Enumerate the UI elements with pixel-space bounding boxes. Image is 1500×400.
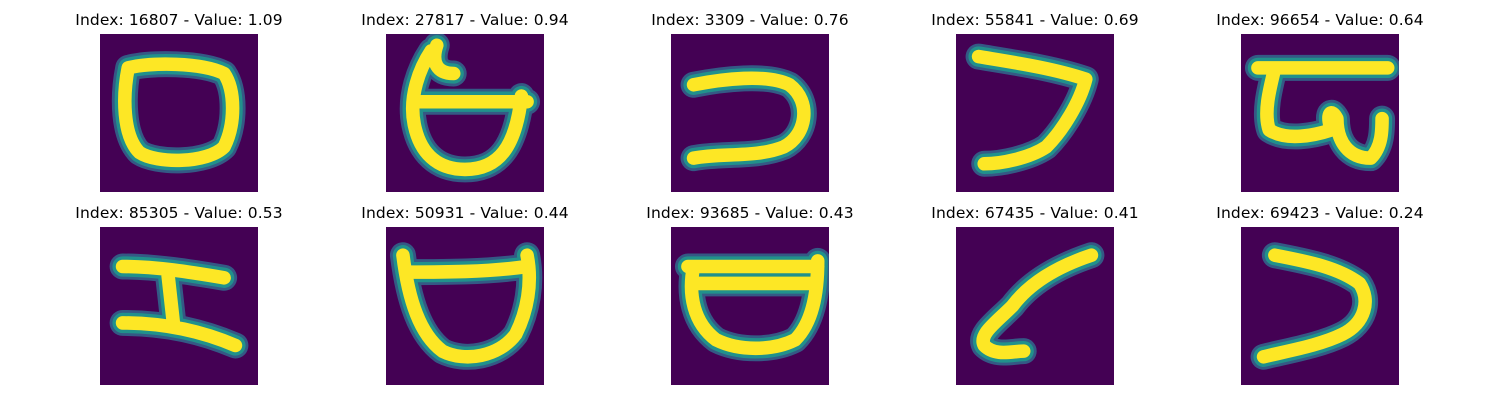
glyph-reverse-c-2 — [1250, 242, 1379, 370]
glyph-oval — [111, 51, 246, 174]
glyph-h-shape — [109, 253, 249, 359]
character-image — [386, 227, 544, 385]
panel-title: Index: 50931 - Value: 0.44 — [361, 204, 569, 222]
panel-title: Index: 3309 - Value: 0.76 — [651, 11, 849, 29]
character-image — [671, 227, 829, 385]
character-image — [671, 34, 829, 192]
panel-5: Index: 96654 - Value: 0.64 — [1170, 0, 1470, 192]
panel-title: Index: 27817 - Value: 0.94 — [361, 11, 569, 29]
panel-title: Index: 67435 - Value: 0.41 — [931, 204, 1139, 222]
glyph-hook — [970, 242, 1105, 366]
panel-8: Index: 93685 - Value: 0.43 — [600, 193, 900, 385]
panel-10: Index: 69423 - Value: 0.24 — [1170, 193, 1470, 385]
character-image — [1241, 227, 1399, 385]
character-image — [956, 34, 1114, 192]
panel-title: Index: 16807 - Value: 1.09 — [75, 11, 283, 29]
character-image — [100, 34, 258, 192]
panel-title: Index: 85305 - Value: 0.53 — [75, 204, 283, 222]
panel-9: Index: 67435 - Value: 0.41 — [885, 193, 1185, 385]
panel-6: Index: 85305 - Value: 0.53 — [29, 193, 329, 385]
panel-title: Index: 69423 - Value: 0.24 — [1216, 204, 1424, 222]
glyph-bowl — [674, 247, 829, 362]
glyph-complex-loop — [1244, 54, 1399, 172]
character-image — [100, 227, 258, 385]
panel-2: Index: 27817 - Value: 0.94 — [315, 0, 615, 192]
character-image — [1241, 34, 1399, 192]
panel-title: Index: 96654 - Value: 0.64 — [1216, 11, 1424, 29]
panel-4: Index: 55841 - Value: 0.69 — [885, 0, 1185, 192]
panel-title: Index: 93685 - Value: 0.43 — [646, 204, 854, 222]
glyph-reverse-c — [680, 65, 817, 172]
panel-1: Index: 16807 - Value: 1.09 — [29, 0, 329, 192]
panel-7: Index: 50931 - Value: 0.44 — [315, 193, 615, 385]
character-image — [386, 34, 544, 192]
glyph-angle — [965, 43, 1099, 177]
glyph-bowl-with-bar — [399, 34, 541, 183]
glyph-open-bowl — [389, 242, 543, 370]
panel-3: Index: 3309 - Value: 0.76 — [600, 0, 900, 192]
panel-title: Index: 55841 - Value: 0.69 — [931, 11, 1139, 29]
character-image — [956, 227, 1114, 385]
